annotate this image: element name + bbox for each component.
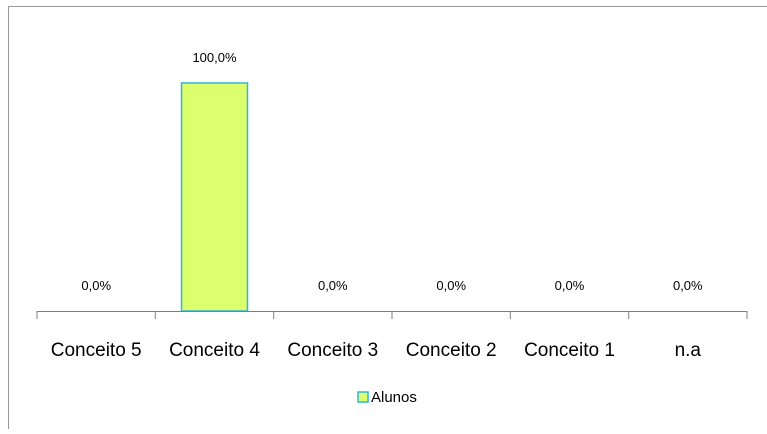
x-tick-label: Conceito 5 (51, 340, 142, 361)
data-label: 0,0% (318, 278, 348, 293)
x-tick-label: Conceito 3 (287, 340, 378, 361)
data-labels-layer: 0,0% 100,0% 0,0% 0,0% 0,0% 0,0% (81, 50, 703, 293)
x-tick-label: Conceito 4 (169, 340, 260, 361)
x-tick-label: Conceito 2 (406, 340, 497, 361)
x-tick-label: Conceito 1 (524, 340, 615, 361)
data-label: 0,0% (673, 278, 703, 293)
category-labels-layer: Conceito 5 Conceito 4 Conceito 3 Conceito 2… (51, 340, 702, 361)
data-label: 100,0% (192, 50, 237, 65)
data-label: 0,0% (436, 278, 466, 293)
legend-swatch (357, 391, 369, 403)
legend: Alunos (357, 389, 417, 406)
bars-layer (180, 82, 249, 312)
data-label: 0,0% (81, 278, 111, 293)
legend-label: Alunos (371, 389, 417, 406)
x-axis (36, 311, 748, 319)
x-tick-label: n.a (675, 340, 702, 361)
data-label: 0,0% (555, 278, 585, 293)
bar-conceito-4 (180, 82, 249, 312)
